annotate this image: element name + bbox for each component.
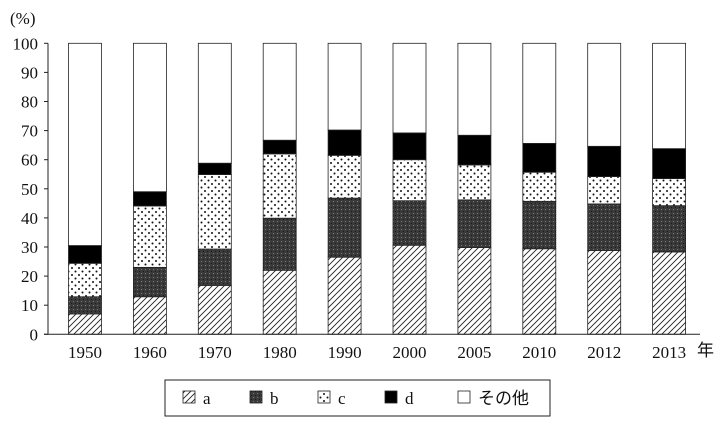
bar-segment-b-2005 (457, 199, 492, 248)
bar-segment-d-2000 (392, 132, 427, 161)
bar-segment-b-1980 (262, 217, 297, 271)
y-tick-label: 60 (21, 151, 38, 170)
legend-swatch-b (249, 390, 263, 404)
bar-segment-c-2013 (652, 178, 686, 207)
y-tick-label: 0 (30, 325, 39, 344)
y-tick-label: 100 (13, 34, 39, 53)
bar-segment-a-2000 (392, 244, 427, 335)
bar-segment-a-2010 (522, 248, 557, 335)
bar-segment-d-2012 (587, 145, 622, 177)
bar-segment-c-1990 (327, 154, 362, 199)
bar-segment-b-2010 (522, 200, 557, 250)
bars (68, 42, 686, 335)
bar-segment-d-1980 (262, 139, 297, 155)
x-tick-label: 1990 (328, 343, 362, 362)
bar-segment-その他-1990 (327, 42, 362, 131)
bar-segment-c-2005 (457, 164, 492, 201)
bar-segment-a-1980 (262, 269, 297, 335)
bar-segment-a-1960 (132, 296, 167, 335)
x-tick-label: 2010 (522, 343, 556, 362)
bar-segment-d-1990 (327, 129, 362, 156)
y-tick-label: 30 (21, 238, 38, 257)
legend-label: a (203, 389, 211, 408)
y-tick-label: 20 (21, 267, 38, 286)
legend-label: d (405, 389, 414, 408)
legend-swatch-d (384, 390, 398, 404)
bar-segment-その他-2005 (457, 42, 492, 136)
bar-segment-その他-2012 (587, 42, 622, 147)
y-tick-label: 50 (21, 180, 38, 199)
x-tick-label: 1970 (198, 343, 232, 362)
bar-segment-a-2005 (457, 247, 492, 335)
x-tick-label: 2005 (457, 343, 491, 362)
legend-swatch-その他 (457, 390, 471, 404)
y-tick-label: 10 (21, 296, 38, 315)
legend-swatch-a (182, 390, 196, 404)
x-tick-label: 2012 (587, 343, 621, 362)
bar-segment-d-2005 (457, 134, 492, 166)
bar-segment-c-2012 (587, 176, 622, 205)
bar-segment-その他-1980 (262, 42, 297, 141)
x-axis: 1950 1960 1970 1980 1990 2000 2005 2010 2012 2013 (44, 333, 700, 362)
bar-segment-その他-2013 (652, 42, 686, 150)
bar-segment-その他-1970 (197, 42, 232, 164)
bar-segment-b-1970 (197, 248, 232, 286)
bar-segment-その他-1960 (132, 42, 167, 193)
x-tick-label: 2000 (393, 343, 427, 362)
legend-label: c (338, 389, 346, 408)
legend-label: その他 (478, 389, 529, 408)
bar-segment-a-1950 (68, 313, 102, 335)
bar-segment-b-1990 (327, 197, 362, 258)
bar-segment-c-1970 (197, 174, 232, 250)
x-tick-label: 1980 (263, 343, 297, 362)
y-tick-label: 90 (21, 63, 38, 82)
bar-segment-a-1990 (327, 256, 362, 335)
bar-segment-c-2000 (392, 159, 427, 202)
y-tick-label: 40 (21, 209, 38, 228)
bar-segment-b-1960 (132, 266, 167, 298)
bar-segment-d-2013 (652, 148, 686, 180)
x-tick-label: 1960 (133, 343, 167, 362)
y-tick-label: 80 (21, 93, 38, 112)
bar-segment-d-1950 (68, 245, 102, 264)
bar-segment-c-2010 (522, 171, 557, 202)
bar-segment-a-2013 (652, 251, 686, 335)
x-tick-label: 2013 (652, 343, 686, 362)
legend-box (164, 379, 551, 417)
bar-segment-c-1980 (262, 153, 297, 219)
y-tick-label: 70 (21, 122, 38, 141)
bar-segment-d-2010 (522, 143, 557, 173)
legend-label: b (270, 389, 279, 408)
bar-segment-その他-2000 (392, 42, 427, 134)
legend-swatch-c (317, 390, 331, 404)
bar-segment-a-2012 (587, 250, 622, 335)
bar-segment-b-2000 (392, 200, 427, 246)
y-axis-label: (%) (10, 9, 35, 28)
bar-segment-b-2013 (652, 205, 686, 253)
bar-segment-c-1950 (68, 262, 102, 298)
bar-segment-d-1960 (132, 191, 167, 207)
y-axis: 0 10 20 30 40 50 60 70 80 90 100 (13, 34, 49, 344)
legend: a b c d その他 (164, 379, 551, 417)
bar-segment-a-1970 (197, 285, 232, 335)
bar-segment-b-2012 (587, 203, 622, 251)
bar-segment-c-1960 (132, 205, 167, 268)
bar-segment-d-1970 (197, 162, 232, 175)
x-axis-label: 年 (697, 341, 714, 360)
bar-segment-その他-2010 (522, 42, 557, 144)
bar-segment-その他-1950 (68, 42, 102, 246)
bar-segment-b-1950 (68, 296, 102, 315)
x-tick-label: 1950 (68, 343, 102, 362)
